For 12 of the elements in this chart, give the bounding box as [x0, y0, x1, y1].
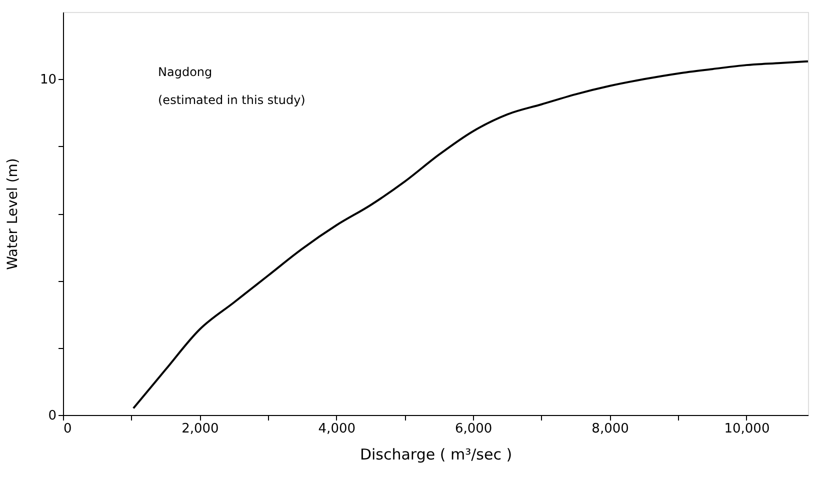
y-tick-label: 10	[40, 72, 56, 88]
x-tick-label: 8,000	[592, 422, 629, 436]
x-axis-title: Discharge ( m³/sec )	[360, 446, 512, 464]
line-series	[132, 60, 809, 410]
annotation: Nagdong	[158, 65, 212, 79]
x-tick-label: 0	[64, 422, 72, 436]
x-tick-label: 6,000	[454, 422, 492, 436]
y-axis-title: Water Level (m)	[4, 158, 21, 270]
x-tick-label: 10,000	[724, 422, 770, 436]
annotation: (estimated in this study)	[158, 93, 306, 107]
x-tick-label: 2,000	[182, 422, 219, 436]
x-tick-label: 4,000	[318, 422, 356, 436]
